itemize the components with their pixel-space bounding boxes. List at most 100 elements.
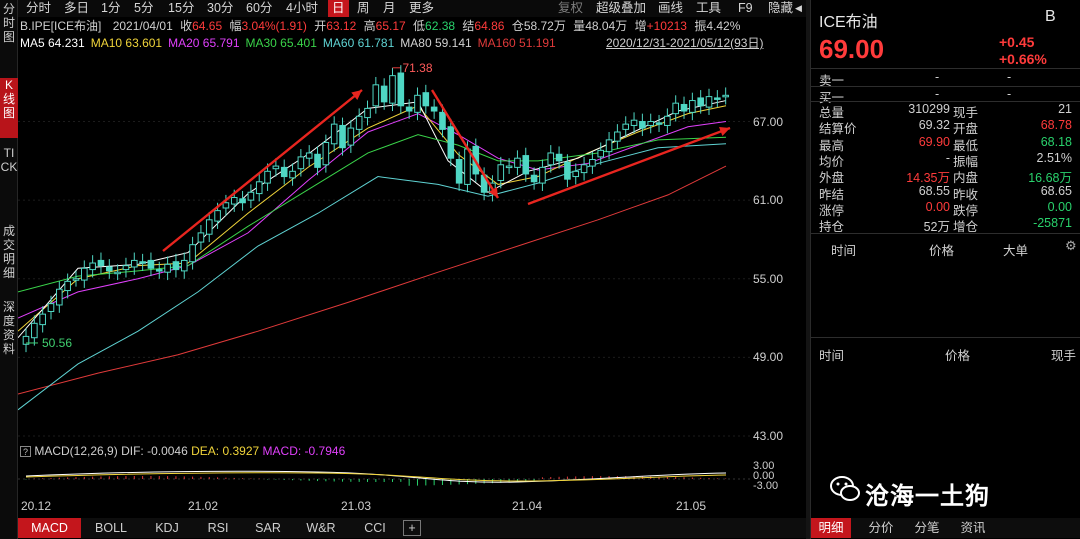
tab-news[interactable]: 资讯	[960, 521, 986, 535]
settle-label: 结	[462, 19, 475, 33]
candle-body	[464, 148, 471, 185]
period-more[interactable]: 更多	[409, 1, 435, 15]
candle-body	[147, 259, 155, 269]
period-30min[interactable]: 30分	[207, 1, 234, 15]
tools-button[interactable]: 工具	[696, 1, 722, 15]
high-annotation: 71.38	[402, 61, 432, 75]
stat-label: 增仓	[953, 220, 979, 235]
candle-body	[614, 131, 621, 142]
gear-icon[interactable]: ⚙	[1065, 238, 1077, 253]
candle-body	[164, 263, 171, 273]
candle-body	[39, 313, 46, 326]
period-multiday[interactable]: 多日	[64, 1, 90, 15]
candle-body	[430, 106, 438, 112]
dea-line	[25, 472, 727, 482]
period-timeshare[interactable]: 分时	[26, 1, 52, 15]
macd-chart[interactable]: 3.000.00-3.00	[18, 460, 808, 498]
candle-body	[72, 278, 80, 281]
nav-tick[interactable]: TICK	[0, 146, 18, 174]
kline-chart[interactable]: 71.38 50.56	[18, 48, 750, 442]
tab-rsi[interactable]: RSI	[207, 521, 229, 535]
symbol-name: B.IPE[ICE布油]	[20, 19, 102, 33]
draw-line-button[interactable]: 画线	[658, 1, 684, 15]
ma160-line	[18, 165, 727, 395]
overlay-button[interactable]: 超级叠加	[596, 1, 647, 15]
trend-arrow-down	[430, 89, 500, 199]
tab-macd[interactable]: MACD	[18, 518, 81, 538]
period-1min[interactable]: 1分	[101, 1, 121, 15]
scrollbar[interactable]	[806, 0, 810, 539]
adjust-button[interactable]: 复权	[558, 1, 584, 15]
ma-item-ma10: MA10 63.601	[90, 36, 163, 50]
candle-body	[605, 139, 613, 153]
price-change-pct: +0.66%	[999, 51, 1047, 67]
tab-price-dist[interactable]: 分价	[868, 521, 894, 535]
nav-depth-info[interactable]: 深度资料	[2, 300, 15, 356]
candle-body	[81, 267, 88, 281]
ma-item-ma5: MA5 64.231	[20, 36, 85, 50]
candle-body	[130, 259, 138, 268]
open-label: 开	[314, 19, 327, 33]
date-range[interactable]: 2020/12/31-2021/05/12(93日)	[606, 36, 764, 50]
period-5min[interactable]: 5分	[134, 1, 154, 15]
tab-boll[interactable]: BOLL	[95, 521, 127, 535]
oi-change-value: +10213	[646, 19, 687, 33]
macd-tick-label: 0.00	[753, 470, 774, 482]
nav-kline[interactable]: K线图	[0, 78, 18, 138]
nav-trade-detail[interactable]: 成交明细	[2, 224, 15, 280]
candle-body	[714, 97, 721, 100]
candle-body	[330, 123, 338, 145]
macd-tick-label: -3.00	[753, 480, 778, 492]
add-indicator-icon[interactable]: +	[403, 520, 421, 536]
nav-timeshare[interactable]: 分时图	[2, 2, 15, 44]
low-label: 低	[413, 19, 426, 33]
stat-label: 现手	[953, 106, 979, 120]
ticks-header-volume: 现手	[1051, 349, 1077, 363]
period-60min[interactable]: 60分	[246, 1, 273, 15]
tab-sar[interactable]: SAR	[255, 521, 281, 535]
stat-value: 68.18	[1040, 134, 1072, 149]
candle-body	[322, 141, 330, 166]
period-month[interactable]: 月	[383, 1, 396, 15]
stat-value: 0.00	[1047, 199, 1072, 214]
period-week[interactable]: 周	[357, 1, 370, 15]
macd-header: ? MACD(12,26,9) DIF: -0.0046 DEA: 0.3927…	[20, 443, 345, 459]
candle-body	[31, 322, 38, 339]
tab-wr[interactable]: W&R	[306, 521, 336, 535]
period-15min[interactable]: 15分	[168, 1, 195, 15]
wechat-icon	[829, 474, 860, 504]
period-day[interactable]: 日	[328, 0, 349, 17]
dea-label: DEA:	[191, 444, 220, 458]
stat-value: -	[945, 150, 950, 165]
dif-value: -0.0046	[147, 444, 188, 458]
dif-label: DIF:	[121, 444, 144, 458]
candle-body	[180, 259, 188, 272]
nav-prev-icon[interactable]: ◀	[795, 3, 802, 13]
help-icon[interactable]: ?	[20, 446, 31, 457]
period-4hour[interactable]: 4小时	[286, 1, 318, 15]
tab-ticks[interactable]: 分笔	[914, 521, 940, 535]
amplitude-value: 4.42%	[706, 19, 741, 33]
tab-detail[interactable]: 明细	[811, 518, 851, 538]
y-tick-label: 55.00	[753, 271, 784, 286]
quote-date: 2021/04/01	[112, 19, 173, 33]
tab-cci[interactable]: CCI	[364, 521, 386, 535]
f9-button[interactable]: F9	[738, 1, 753, 15]
candle-body	[97, 259, 105, 267]
hide-button[interactable]: 隐藏	[768, 1, 794, 15]
candle-body	[530, 174, 538, 183]
trades-header-price: 价格	[929, 244, 955, 258]
indicator-tabbar: MACD BOLL KDJ RSI SAR W&R CCI +	[18, 518, 806, 538]
volume-value: 48.04万	[585, 19, 628, 33]
tab-kdj[interactable]: KDJ	[155, 521, 179, 535]
high-value: 65.17	[375, 19, 406, 33]
candle-body	[514, 157, 521, 168]
ask1-volume: -	[1007, 70, 1012, 84]
ma-item-ma20: MA20 65.791	[168, 36, 240, 50]
candle-body	[22, 335, 30, 345]
change-value: 3.04%(1.91)	[241, 19, 307, 33]
ask1-label: 卖一	[819, 74, 845, 88]
change-label: 幅	[229, 19, 242, 33]
candle-body	[539, 166, 546, 184]
candle-body	[47, 303, 55, 313]
